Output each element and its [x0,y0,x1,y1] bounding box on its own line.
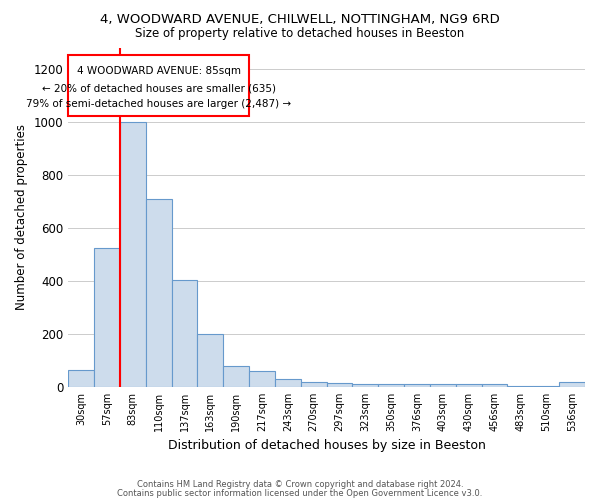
Text: Contains public sector information licensed under the Open Government Licence v3: Contains public sector information licen… [118,490,482,498]
Text: 4 WOODWARD AVENUE: 85sqm: 4 WOODWARD AVENUE: 85sqm [77,66,241,76]
FancyBboxPatch shape [68,56,249,116]
Bar [430,384,456,387]
Bar [68,370,94,387]
Text: 79% of semi-detached houses are larger (2,487) →: 79% of semi-detached houses are larger (… [26,99,291,109]
Bar [275,379,301,387]
Bar [249,371,275,387]
Bar [146,198,172,387]
Bar [533,386,559,387]
Bar [456,384,482,387]
Bar [223,366,249,387]
Bar [172,280,197,387]
Text: Contains HM Land Registry data © Crown copyright and database right 2024.: Contains HM Land Registry data © Crown c… [137,480,463,489]
Y-axis label: Number of detached properties: Number of detached properties [15,124,28,310]
Text: ← 20% of detached houses are smaller (635): ← 20% of detached houses are smaller (63… [41,84,275,94]
Bar [404,384,430,387]
Bar [326,383,352,387]
Bar [301,382,326,387]
Bar [378,384,404,387]
Bar [120,122,146,387]
Bar [197,334,223,387]
Bar [352,384,378,387]
Bar [508,386,533,387]
Bar [482,384,508,387]
Bar [559,382,585,387]
Text: Size of property relative to detached houses in Beeston: Size of property relative to detached ho… [136,28,464,40]
Text: 4, WOODWARD AVENUE, CHILWELL, NOTTINGHAM, NG9 6RD: 4, WOODWARD AVENUE, CHILWELL, NOTTINGHAM… [100,12,500,26]
X-axis label: Distribution of detached houses by size in Beeston: Distribution of detached houses by size … [167,440,485,452]
Bar [94,248,120,387]
